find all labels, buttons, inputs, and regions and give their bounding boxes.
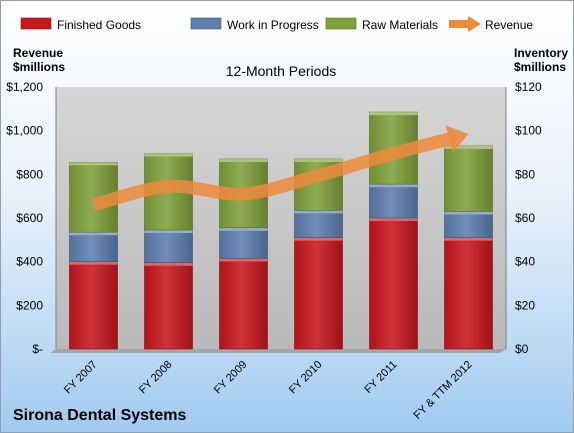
bar-top-highlight — [294, 210, 343, 214]
bar-top-highlight — [294, 237, 343, 241]
bar-top-highlight — [144, 153, 193, 157]
bar-work-in-progress — [69, 231, 118, 262]
chart-title: 12-Month Periods — [226, 63, 337, 79]
bar-top-highlight — [144, 262, 193, 266]
left-tick-label: $800 — [16, 167, 43, 181]
right-axis-title-line1: Inventory — [514, 46, 568, 60]
right-tick-label: $60 — [515, 211, 535, 225]
plot-area: $- $200 $400 $600 $800 $1,000 $1,200 $0 $20 $40 $6… — [6, 80, 542, 422]
legend-swatch-revenue-arrow — [468, 16, 481, 32]
x-tick-label: FY 2007 — [62, 359, 100, 397]
x-tick-label: FY & TTM 2012 — [412, 359, 475, 422]
company-name: Sirona Dental Systems — [13, 407, 187, 424]
left-tick-label: $600 — [16, 211, 43, 225]
bar-top-highlight — [219, 258, 268, 262]
bar-finished-goods — [144, 262, 193, 350]
left-tick-label: $1,000 — [6, 124, 43, 138]
x-tick-label: FY 2011 — [362, 359, 399, 396]
bar-top-highlight — [369, 112, 418, 116]
legend-label: Raw Materials — [362, 18, 438, 32]
left-tick-label: $1,200 — [6, 80, 43, 94]
right-tick-label: $0 — [515, 342, 529, 356]
left-axis-title-line2: $millions — [13, 60, 65, 74]
bar-work-in-progress — [369, 183, 418, 219]
bar-top-highlight — [444, 211, 493, 215]
left-tick-label: $200 — [16, 298, 43, 312]
bar-finished-goods — [444, 237, 493, 350]
left-axis-title-line1: Revenue — [13, 46, 63, 60]
left-tick-label: $- — [32, 342, 43, 356]
legend: Finished Goods Work in Progress Raw Materi… — [20, 16, 533, 32]
revenue-line — [91, 131, 457, 212]
legend-swatch-finished-goods — [20, 17, 52, 30]
bar-work-in-progress — [144, 229, 193, 264]
bar-finished-goods — [294, 237, 343, 350]
bar-work-in-progress — [294, 210, 343, 238]
bar-top-highlight — [369, 218, 418, 221]
bar-work-in-progress — [219, 227, 268, 259]
bar-top-highlight — [69, 232, 118, 236]
bar-finished-goods — [69, 261, 118, 350]
right-tick-label: $80 — [515, 167, 535, 181]
right-tick-label: $20 — [515, 298, 535, 312]
legend-swatch-work-in-progress — [190, 17, 222, 30]
bar-top-highlight — [294, 159, 343, 163]
legend-label: Revenue — [485, 18, 533, 32]
legend-label: Work in Progress — [227, 18, 319, 32]
bar-finished-goods — [369, 217, 418, 350]
bar-top-highlight — [144, 230, 193, 234]
bar-top-highlight — [219, 159, 268, 163]
plot-floor — [50, 349, 506, 353]
right-tick-label: $40 — [515, 255, 535, 269]
right-tick-label: $100 — [515, 124, 542, 138]
bar-work-in-progress — [444, 211, 493, 238]
bar-top-highlight — [369, 184, 418, 188]
left-tick-label: $400 — [16, 255, 43, 269]
legend-label: Finished Goods — [57, 18, 141, 32]
bar-top-highlight — [219, 227, 268, 231]
bar-top-highlight — [69, 261, 118, 265]
x-tick-label: FY 2009 — [212, 359, 250, 397]
bar-finished-goods — [219, 258, 268, 350]
x-tick-label: FY 2008 — [137, 359, 175, 397]
revenue-arrowhead — [445, 125, 469, 153]
right-axis-title-line2: $millions — [514, 60, 566, 74]
right-tick-label: $120 — [515, 80, 542, 94]
legend-swatch-raw-materials — [325, 17, 357, 30]
bar-top-highlight — [444, 145, 493, 149]
x-tick-label: FY 2010 — [287, 359, 325, 397]
bar-raw-materials — [444, 145, 493, 212]
bar-top-highlight — [69, 162, 118, 166]
bar-top-highlight — [444, 237, 493, 241]
plot-background — [56, 87, 506, 349]
